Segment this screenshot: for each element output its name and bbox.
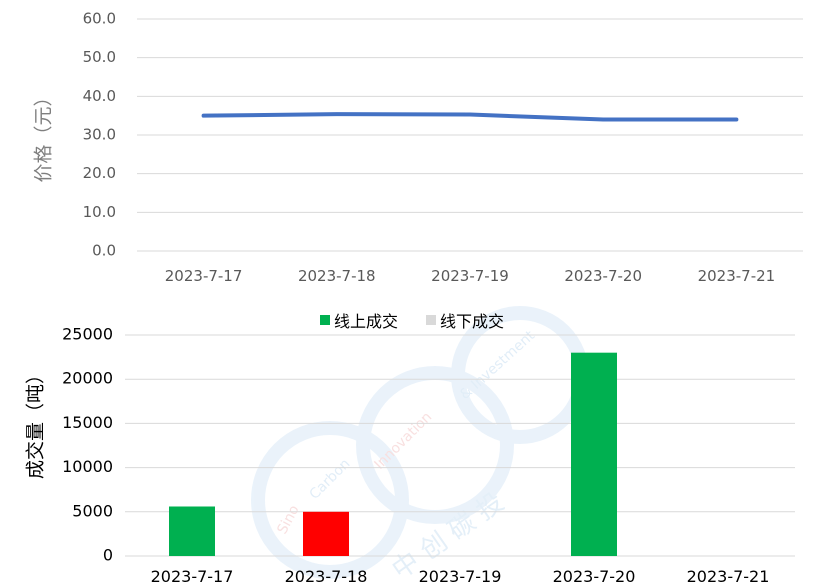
top-y-tick-label: 30.0: [83, 126, 116, 144]
top-y-tick-label: 60.0: [83, 10, 116, 28]
legend-label-online: 线上成交: [334, 312, 398, 331]
legend-label-offline: 线下成交: [440, 312, 504, 331]
svg-text:Sino: Sino: [274, 503, 302, 537]
bottom-x-tick-label: 2023-7-18: [285, 567, 368, 586]
bottom-x-tick-label: 2023-7-19: [419, 567, 502, 586]
bottom-y-tick-label: 20000: [62, 369, 113, 388]
price-point: [734, 118, 738, 122]
legend-swatch-online: [320, 315, 330, 325]
top-y-tick-label: 10.0: [83, 203, 116, 221]
top-chart-y-axis-title: 价格（元）: [33, 87, 55, 182]
bottom-y-tick-label: 15000: [62, 413, 113, 432]
price-point: [202, 114, 206, 118]
top-chart-gridlines: [137, 18, 803, 252]
bottom-x-tick-label: 2023-7-21: [687, 567, 770, 586]
bottom-chart-y-axis-title: 成交量（吨）: [25, 365, 47, 479]
bottom-chart-gridlines: [125, 334, 795, 557]
svg-text:Carbon: Carbon: [307, 456, 354, 503]
price-point: [468, 113, 472, 117]
volume-bar: [169, 506, 215, 556]
bottom-chart-x-axis: 2023-7-17 2023-7-18 2023-7-19 2023-7-20 2023…: [151, 567, 770, 586]
top-x-tick-label: 2023-7-19: [431, 267, 509, 285]
top-chart-x-axis: 2023-7-17 2023-7-18 2023-7-19 2023-7-20 2023…: [165, 267, 775, 285]
bottom-y-tick-label: 25000: [62, 325, 113, 344]
top-y-tick-label: 50.0: [83, 48, 116, 66]
bottom-y-tick-label: 5000: [72, 501, 113, 520]
legend-swatch-offline: [426, 315, 436, 325]
volume-bar: [303, 511, 349, 556]
top-x-tick-label: 2023-7-21: [698, 267, 776, 285]
top-chart-series: [201, 112, 739, 122]
price-point: [335, 112, 339, 116]
top-x-tick-label: 2023-7-18: [298, 267, 376, 285]
top-y-tick-label: 0.0: [92, 242, 116, 260]
price-point: [601, 118, 605, 122]
bottom-y-tick-label: 10000: [62, 457, 113, 476]
volume-bar: [571, 352, 617, 556]
bottom-chart-y-axis: 0 5000 10000 15000 20000 25000: [62, 325, 113, 565]
bottom-x-tick-label: 2023-7-20: [553, 567, 636, 586]
bottom-x-tick-label: 2023-7-17: [151, 567, 234, 586]
top-y-tick-label: 40.0: [83, 87, 116, 105]
top-chart-y-axis: 0.0 10.0 20.0 30.0 40.0 50.0 60.0: [83, 10, 116, 260]
top-x-tick-label: 2023-7-20: [564, 267, 642, 285]
top-y-tick-label: 20.0: [83, 164, 116, 182]
bottom-y-tick-label: 0: [103, 546, 113, 565]
top-x-tick-label: 2023-7-17: [165, 267, 243, 285]
bottom-chart-bars: [169, 352, 617, 556]
bottom-chart-legend: 线上成交 线下成交: [320, 312, 504, 331]
